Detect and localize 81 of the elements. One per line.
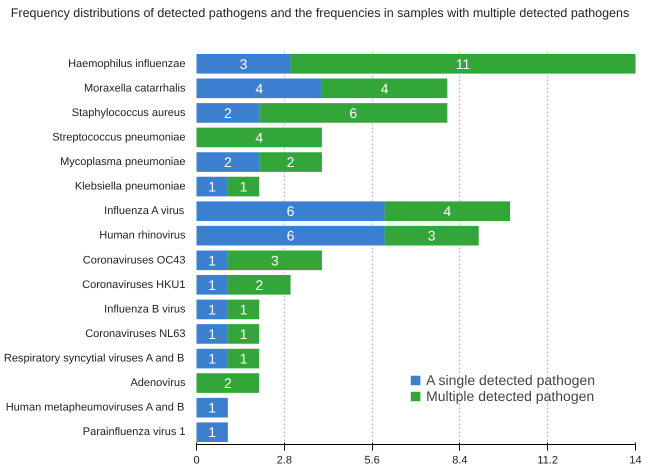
data-label: 2 (224, 154, 232, 170)
y-tick-label: Streptococcus pneumoniae (52, 131, 186, 144)
data-label: 11 (456, 56, 471, 72)
data-label: 2 (224, 104, 232, 121)
y-tick-label: Influenza A virus (104, 205, 185, 218)
y-tick-label: Mycoplasma pneumoniae (60, 156, 186, 168)
y-tick-label: Adenovirus (130, 377, 186, 390)
bar (228, 300, 260, 320)
bar (196, 250, 228, 270)
data-label: 1 (208, 400, 216, 416)
bar (196, 128, 322, 148)
data-label: 3 (428, 228, 436, 244)
bar (228, 324, 260, 344)
data-label: 4 (443, 203, 452, 220)
bar (196, 422, 228, 442)
data-label: 2 (255, 276, 264, 293)
bar (228, 176, 260, 196)
data-label: 1 (208, 424, 216, 440)
data-label: 1 (208, 326, 216, 342)
data-label: 2 (286, 154, 295, 170)
bar (228, 348, 260, 368)
bar (228, 250, 322, 270)
chart-title: Frequency distributions of detected pathogens and the frequencies in samples with multiple detected pathogens (10, 5, 630, 22)
bar (196, 275, 228, 295)
data-label: 1 (208, 276, 216, 293)
y-tick-label: Staphylococcus aureus (72, 106, 186, 119)
y-tick-label: Influenza B virus (104, 303, 186, 316)
y-tick-label: Coronaviruses OC43 (82, 254, 186, 266)
x-tick-label: 14 (629, 454, 642, 466)
data-label: 4 (380, 80, 389, 96)
data-label: 3 (271, 252, 279, 268)
data-label: 1 (240, 301, 248, 318)
bar (196, 348, 228, 368)
data-label: 1 (240, 350, 248, 367)
data-label: 6 (349, 104, 358, 121)
bar (196, 398, 228, 418)
data-label: 1 (208, 301, 216, 318)
bar (196, 324, 228, 344)
data-label: 1 (240, 178, 248, 195)
bar (384, 201, 510, 221)
y-tick-label: Coronaviruses NL63 (85, 328, 186, 340)
x-tick-label: 2.8 (276, 454, 292, 466)
bar (196, 54, 291, 74)
bar (196, 226, 385, 246)
data-label: 1 (240, 326, 248, 342)
x-tick-label: 5.6 (364, 454, 380, 466)
data-label: 1 (208, 350, 216, 367)
data-label: 6 (286, 203, 295, 220)
x-tick-label: 0 (193, 454, 200, 466)
bar (384, 226, 479, 246)
bar (196, 300, 228, 320)
legend-label: A single detected pathogen (426, 372, 595, 388)
data-label: 3 (240, 56, 248, 72)
bar (196, 78, 322, 98)
bar (196, 152, 260, 172)
data-label: 1 (208, 178, 216, 195)
data-label: 6 (286, 228, 295, 244)
y-tick-label: Coronaviruses HKU1 (82, 278, 186, 291)
x-tick-label: 8.4 (452, 454, 468, 466)
bar (196, 103, 260, 123)
data-label: 1 (208, 252, 216, 268)
legend-label: Multiple detected pathogen (426, 388, 594, 404)
data-label: 4 (255, 129, 264, 146)
bar (196, 176, 228, 196)
y-tick-label: Human rhinovirus (99, 230, 186, 242)
bar (228, 275, 291, 295)
data-label: 2 (224, 375, 232, 392)
x-tick-label: 11.2 (537, 454, 558, 466)
y-tick-label: Haemophilus influenzae (68, 58, 186, 70)
data-label: 4 (255, 80, 264, 96)
y-tick-label: Klebsiella pneumoniae (74, 180, 186, 193)
bar (290, 54, 636, 74)
y-tick-label: Parainfluenza virus 1 (82, 426, 186, 438)
bar (259, 103, 448, 123)
bar (196, 201, 385, 221)
y-tick-label: Respiratory syncytial viruses A and B (4, 352, 184, 365)
bar (259, 152, 322, 172)
bar (196, 373, 260, 393)
y-tick-label: Moraxella catarrhalis (84, 82, 186, 94)
bar (322, 78, 448, 98)
y-tick-label: Human metapheumoviruses A and B (6, 402, 184, 414)
